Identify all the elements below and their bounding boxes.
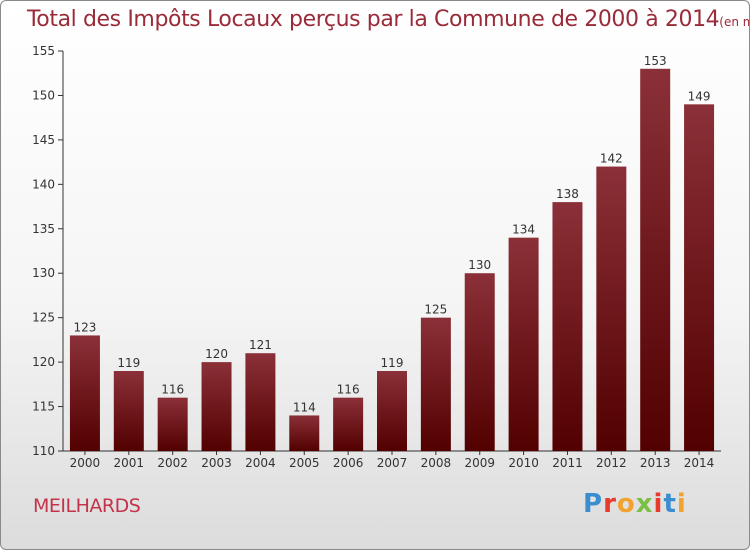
value-label: 116 xyxy=(337,383,360,397)
value-label: 138 xyxy=(556,187,579,201)
value-label: 130 xyxy=(468,258,491,272)
logo-letter: i xyxy=(653,489,664,519)
y-tick-label: 125 xyxy=(32,311,55,325)
y-tick-label: 150 xyxy=(32,88,55,102)
bar-2011 xyxy=(552,202,583,451)
bar-2000 xyxy=(69,335,100,451)
value-label: 153 xyxy=(644,54,667,68)
bar-2012 xyxy=(596,166,627,452)
logo-letter: o xyxy=(616,489,636,519)
value-label: 120 xyxy=(205,347,228,361)
x-tick-label: 2004 xyxy=(245,456,276,470)
bar-2008 xyxy=(420,317,451,451)
bar-2013 xyxy=(640,68,671,452)
proxiti-logo[interactable]: Proxiti xyxy=(583,489,687,519)
y-tick-label: 140 xyxy=(32,177,55,191)
bar-2009 xyxy=(464,273,495,451)
y-tick-label: 120 xyxy=(32,355,55,369)
logo-letter: P xyxy=(583,489,604,519)
bar-2001 xyxy=(113,371,144,451)
y-tick-label: 115 xyxy=(32,400,55,414)
y-tick-label: 135 xyxy=(32,222,55,236)
x-tick-label: 2002 xyxy=(157,456,188,470)
y-tick-label: 130 xyxy=(32,266,55,280)
title-unit: (en milliers d'€) xyxy=(719,15,749,29)
bar-2007 xyxy=(377,371,407,451)
x-tick-label: 2006 xyxy=(333,456,364,470)
logo-letter: r xyxy=(603,489,617,519)
value-label: 134 xyxy=(512,223,535,237)
x-tick-label: 2003 xyxy=(201,456,232,470)
x-tick-label: 2001 xyxy=(114,456,145,470)
x-tick-label: 2011 xyxy=(552,456,583,470)
value-label: 125 xyxy=(424,303,447,317)
x-tick-label: 2012 xyxy=(596,456,627,470)
chart-title: Total des Impôts Locaux perçus par la Co… xyxy=(27,7,749,32)
bar-2005 xyxy=(289,415,320,451)
bar-2004 xyxy=(245,353,276,451)
x-tick-label: 2005 xyxy=(289,456,320,470)
y-tick-label: 145 xyxy=(32,133,55,147)
bar-2010 xyxy=(508,237,539,451)
x-tick-label: 2000 xyxy=(70,456,101,470)
x-tick-label: 2013 xyxy=(640,456,671,470)
bar-2002 xyxy=(157,397,188,451)
bar-2003 xyxy=(201,362,232,451)
value-label: 119 xyxy=(117,356,140,370)
x-tick-label: 2014 xyxy=(684,456,715,470)
x-tick-label: 2009 xyxy=(464,456,495,470)
value-label: 123 xyxy=(73,320,96,334)
value-label: 114 xyxy=(293,400,316,414)
logo-letter: t xyxy=(663,489,677,519)
value-label: 149 xyxy=(688,89,711,103)
value-label: 121 xyxy=(249,338,272,352)
y-tick-label: 110 xyxy=(32,444,55,458)
logo-letter: i xyxy=(676,489,687,519)
bar-2014 xyxy=(684,104,715,451)
commune-name: MEILHARDS xyxy=(33,495,141,517)
x-tick-label: 2007 xyxy=(377,456,408,470)
logo-letter: x xyxy=(635,489,654,519)
title-text: Total des Impôts Locaux perçus par la Co… xyxy=(27,7,720,32)
value-label: 142 xyxy=(600,152,623,166)
x-tick-label: 2008 xyxy=(421,456,452,470)
y-tick-label: 155 xyxy=(32,44,55,58)
value-label: 119 xyxy=(381,356,404,370)
value-label: 116 xyxy=(161,383,184,397)
bar-2006 xyxy=(333,397,364,451)
x-tick-label: 2010 xyxy=(508,456,539,470)
